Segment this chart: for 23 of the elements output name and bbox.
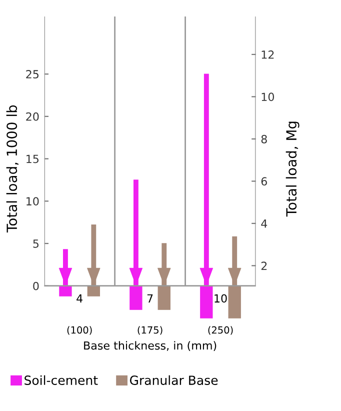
y2-tick-label: 2 (261, 262, 267, 270)
legend-label: Soil-cement (24, 375, 98, 385)
annotation: 10 (214, 294, 227, 303)
y2-tick-label: 12 (262, 50, 274, 59)
x-tick-label: (250) (208, 326, 233, 335)
y-tick-label: 5 (33, 240, 38, 248)
y2-tick-label: 6 (261, 177, 267, 186)
x-tick-label: (100) (67, 326, 92, 335)
y-tick-label: 10 (26, 197, 39, 206)
y-axis-title: Total load, 1000 lb (6, 105, 18, 232)
y-tick-label: 25 (26, 70, 38, 78)
y2-axis-title: Total load, Mg (286, 122, 300, 217)
x-tick-label: (175) (138, 326, 162, 335)
annotation: 7 (147, 294, 153, 302)
x-axis-title: Base thickness, in (mm) (84, 341, 216, 352)
y-tick-label: 0 (33, 282, 39, 290)
y2-tick-label: 4 (261, 220, 268, 228)
y-tick-label: 20 (26, 112, 39, 121)
y2-tick-label: 8 (261, 134, 267, 144)
y-tick-label: 15 (26, 154, 38, 164)
legend-label: Granular Base (130, 375, 218, 385)
annotation: 4 (76, 294, 82, 302)
y2-tick-label: 10 (262, 92, 274, 102)
